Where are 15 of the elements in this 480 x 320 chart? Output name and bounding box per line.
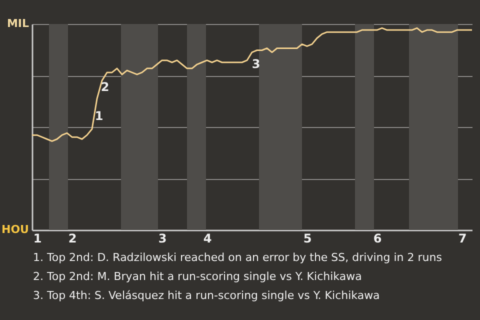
annotation: 2 [100,80,110,94]
annotation: 1 [94,109,104,123]
text: 3. Top 4th: S. Velásquez hit a run-scoring single vs Y. Kichikawa [33,289,380,302]
x-tick-label: 7 [458,232,467,246]
x-tick-label: 4 [203,232,212,246]
x-tick-label: 6 [373,232,382,246]
x-tick-label: 5 [303,232,312,246]
text: HOU [2,223,29,236]
x-tick-label: 2 [68,232,77,246]
x-tick-label: 1 [33,232,42,246]
x-tick-label: 3 [158,232,167,246]
text: 2. Top 2nd: M. Bryan hit a run-scoring single vs Y. Kichikawa [33,270,362,283]
text: 1. Top 2nd: D. Radzilowski reached on an error by the SS, driving in 2 runs [33,251,442,264]
annotation: 3 [252,57,260,71]
text: MIL [6,17,29,30]
